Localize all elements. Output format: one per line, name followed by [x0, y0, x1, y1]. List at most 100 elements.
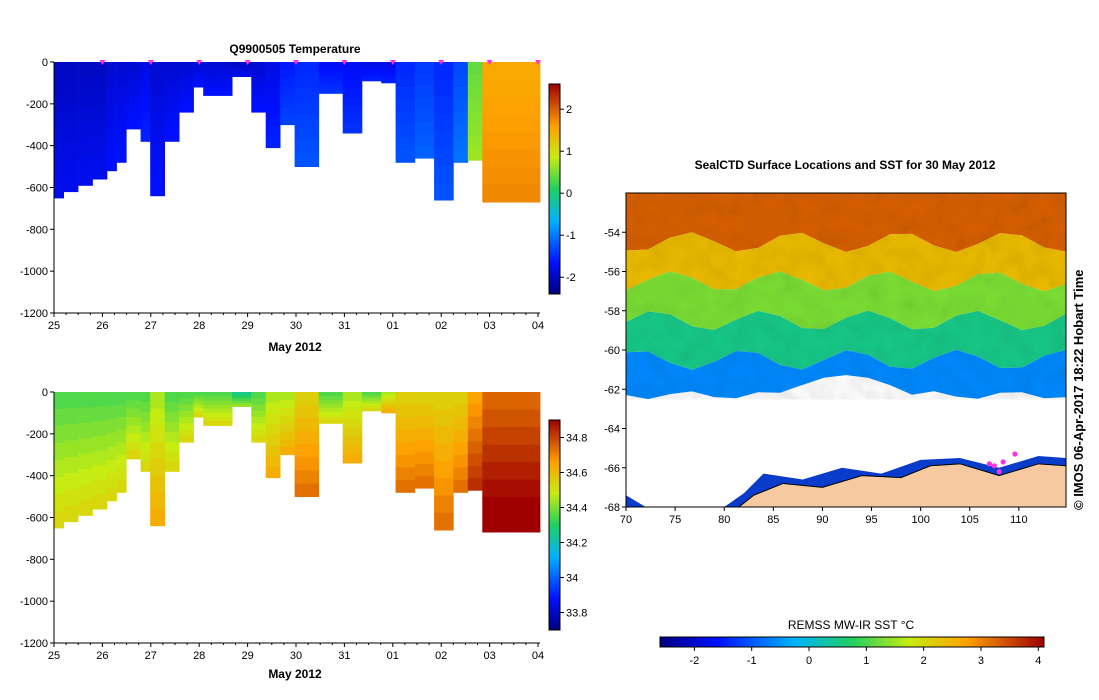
section-cell: [164, 131, 180, 142]
section-cell: [434, 148, 454, 166]
sst-colorbar-tick-label: 4: [1035, 655, 1041, 667]
y-tick-label: 0: [42, 57, 48, 69]
section-cell: [395, 479, 416, 493]
section-cell: [294, 444, 320, 458]
section-cell: [265, 413, 281, 425]
section-cell: [294, 101, 320, 115]
section-cell: [126, 408, 141, 418]
section-cell: [280, 93, 295, 102]
section-cell: [342, 427, 363, 437]
section-cell: [116, 404, 127, 418]
section-cell: [251, 404, 267, 412]
section-cell: [54, 460, 64, 478]
x-tick-label: 28: [193, 320, 205, 332]
section-cell: [362, 69, 382, 72]
section-cell: [63, 440, 79, 458]
section-cell: [294, 418, 320, 432]
section-cell: [179, 392, 194, 399]
section-cell: [140, 71, 151, 83]
section-cell: [193, 401, 204, 405]
section-cell: [193, 77, 204, 82]
section-cell: [54, 113, 64, 131]
section-cell: [342, 409, 363, 420]
map-x-tick-label: 100: [911, 514, 929, 526]
section-cell: [414, 146, 435, 159]
section-cell: [92, 91, 108, 107]
section-cell: [294, 114, 320, 128]
section-cell: [395, 454, 416, 468]
section-cell: [203, 62, 233, 67]
section-cell: [193, 74, 204, 78]
section-cell: [92, 406, 108, 422]
section-cell: [232, 71, 252, 74]
temp-x-label: May 2012: [268, 340, 322, 354]
x-tick-label: 27: [145, 650, 157, 662]
section-cell: [106, 446, 117, 461]
section-cell: [434, 79, 454, 97]
temp-colorbar: [548, 83, 561, 295]
map-x-tick-label: 105: [961, 514, 979, 526]
section-cell: [203, 66, 233, 71]
section-cell: [318, 392, 344, 397]
section-cell: [193, 404, 204, 409]
section-cell: [482, 462, 541, 480]
section-cell: [179, 435, 194, 443]
section-cell: [63, 175, 79, 193]
section-cell: [265, 83, 281, 95]
section-cell: [453, 149, 469, 163]
section-cell: [414, 416, 435, 429]
section-cell: [150, 425, 165, 443]
map-y-tick-label: -60: [604, 345, 620, 357]
x-tick-label: 25: [48, 650, 60, 662]
section-cell: [280, 77, 295, 86]
section-cell: [92, 135, 108, 151]
section-cell: [92, 494, 108, 510]
section-cell: [362, 64, 382, 68]
section-cell: [453, 479, 469, 493]
section-cell: [280, 62, 295, 71]
section-cell: [106, 392, 117, 406]
section-cell: [318, 411, 344, 416]
profile-marker: [244, 60, 251, 65]
section-cell: [116, 137, 127, 151]
section-cell: [78, 422, 93, 439]
section-cell: [164, 62, 180, 73]
section-cell: [381, 62, 396, 65]
section-cell: [193, 410, 204, 415]
section-cell: [232, 74, 252, 77]
section-cell: [78, 77, 93, 94]
section-cell: [294, 405, 320, 419]
colorbar-tick-label: 0: [566, 188, 572, 200]
section-cell: [126, 392, 141, 401]
section-cell: [232, 404, 252, 407]
section-cell: [395, 467, 416, 481]
map-x-tick-label: 70: [620, 514, 632, 526]
section-cell: [164, 101, 180, 112]
y-tick-label: -200: [26, 429, 48, 441]
section-cell: [116, 112, 127, 126]
section-cell: [362, 401, 382, 405]
y-tick-label: -800: [26, 554, 48, 566]
section-cell: [126, 87, 141, 96]
section-cell: [150, 78, 165, 96]
section-cell: [92, 164, 108, 180]
sst-colorbar-tick-label: 1: [863, 655, 869, 667]
x-tick-label: 27: [145, 320, 157, 332]
section-cell: [395, 149, 416, 163]
colorbar-tick-label: 34.2: [566, 538, 587, 550]
section-cell: [164, 431, 180, 442]
y-tick-label: -200: [26, 99, 48, 111]
section-cell: [54, 494, 64, 512]
section-cell: [232, 73, 252, 76]
map-x-tick-label: 110: [1010, 514, 1028, 526]
section-cell: [203, 404, 233, 410]
sst-colorbar-label: REMSS MW-IR SST °C: [788, 618, 915, 632]
section-cell: [265, 62, 281, 74]
section-cell: [342, 392, 363, 402]
x-tick-label: 02: [435, 320, 447, 332]
section-cell: [126, 103, 141, 113]
section-cell: [63, 62, 79, 79]
section-cell: [164, 451, 180, 462]
section-cell: [140, 111, 151, 122]
section-cell: [251, 62, 267, 69]
